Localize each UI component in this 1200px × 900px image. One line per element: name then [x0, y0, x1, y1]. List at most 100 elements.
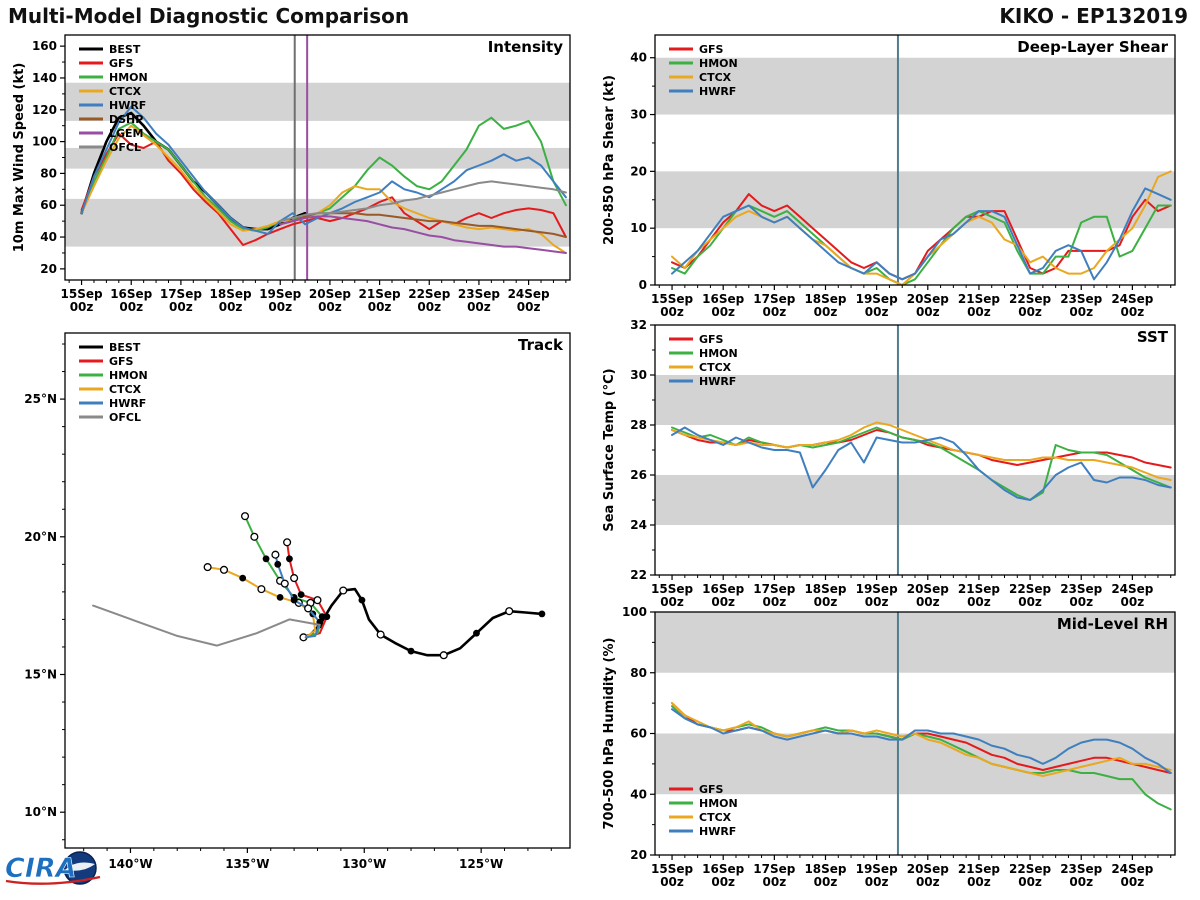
svg-text:16Sep: 16Sep [702, 292, 744, 306]
svg-text:22Sep: 22Sep [1009, 582, 1051, 596]
svg-text:SST: SST [1137, 328, 1169, 346]
series-hwrf [671, 187, 1172, 281]
svg-text:00z: 00z [219, 300, 243, 314]
series-gfs [671, 193, 1172, 281]
svg-text:18Sep: 18Sep [804, 292, 846, 306]
cira-logo: CIRA [4, 846, 104, 896]
svg-text:19Sep: 19Sep [856, 862, 898, 876]
svg-text:00z: 00z [1018, 875, 1042, 889]
svg-text:22Sep: 22Sep [1009, 862, 1051, 876]
svg-text:18Sep: 18Sep [210, 287, 252, 301]
svg-text:30: 30 [630, 368, 647, 382]
svg-text:HWRF: HWRF [699, 825, 736, 838]
svg-text:20: 20 [630, 848, 647, 862]
svg-text:00z: 00z [660, 595, 684, 609]
svg-text:00z: 00z [70, 300, 94, 314]
svg-text:HWRF: HWRF [109, 397, 146, 410]
svg-text:00z: 00z [660, 305, 684, 319]
svg-text:00z: 00z [865, 875, 889, 889]
svg-text:15Sep: 15Sep [61, 287, 103, 301]
svg-text:26: 26 [630, 468, 647, 482]
svg-text:HMON: HMON [699, 347, 738, 360]
svg-text:0: 0 [639, 278, 647, 292]
page-title: Multi-Model Diagnostic Comparison [8, 4, 410, 28]
svg-text:HMON: HMON [699, 57, 738, 70]
svg-text:130°W: 130°W [342, 857, 386, 871]
series-ctcx [671, 421, 1172, 481]
svg-text:23Sep: 23Sep [1060, 862, 1102, 876]
svg-text:00z: 00z [1069, 875, 1093, 889]
svg-text:23Sep: 23Sep [1060, 582, 1102, 596]
svg-text:16Sep: 16Sep [110, 287, 152, 301]
svg-text:00z: 00z [1121, 595, 1145, 609]
svg-text:00z: 00z [1018, 595, 1042, 609]
svg-text:80: 80 [630, 666, 647, 680]
svg-text:30: 30 [630, 108, 647, 122]
svg-text:17Sep: 17Sep [753, 862, 795, 876]
svg-text:00z: 00z [967, 595, 991, 609]
track-chart: 10°N 15°N 20°N 25°N 140°W 135°W 130°W 125°W Trac… [24, 332, 571, 871]
svg-text:10m Max Wind Speed (kt): 10m Max Wind Speed (kt) [12, 63, 27, 253]
series-ctcx [80, 124, 567, 254]
svg-text:00z: 00z [1069, 595, 1093, 609]
svg-text:40: 40 [40, 230, 57, 244]
svg-text:23Sep: 23Sep [1060, 292, 1102, 306]
svg-text:20Sep: 20Sep [309, 287, 351, 301]
svg-text:00z: 00z [763, 305, 787, 319]
svg-text:00z: 00z [1018, 305, 1042, 319]
svg-text:00z: 00z [763, 875, 787, 889]
svg-text:00z: 00z [417, 300, 441, 314]
svg-text:CTCX: CTCX [699, 811, 732, 824]
svg-text:100: 100 [32, 135, 57, 149]
svg-text:Mid-Level RH: Mid-Level RH [1057, 615, 1168, 633]
svg-text:HMON: HMON [109, 369, 148, 382]
svg-text:00z: 00z [814, 875, 838, 889]
svg-text:00z: 00z [865, 305, 889, 319]
svg-text:Track: Track [518, 336, 564, 354]
svg-text:00z: 00z [318, 300, 342, 314]
svg-text:24: 24 [630, 518, 647, 532]
svg-text:00z: 00z [368, 300, 392, 314]
svg-text:200-850 hPa Shear (kt): 200-850 hPa Shear (kt) [602, 75, 617, 245]
svg-text:17Sep: 17Sep [753, 292, 795, 306]
svg-text:135°W: 135°W [225, 857, 269, 871]
svg-text:15Sep: 15Sep [651, 292, 693, 306]
series-hmon [80, 116, 567, 232]
svg-text:DSHP: DSHP [109, 113, 143, 126]
svg-text:20: 20 [40, 262, 57, 276]
cira-logo-graphic: CIRA [5, 851, 101, 885]
cira-wordmark: CIRA [5, 853, 77, 884]
svg-text:00z: 00z [169, 300, 193, 314]
svg-text:00z: 00z [814, 305, 838, 319]
svg-text:21Sep: 21Sep [958, 292, 1000, 306]
svg-text:GFS: GFS [109, 355, 134, 368]
svg-text:17Sep: 17Sep [753, 582, 795, 596]
storm-title: KIKO - EP132019 [999, 4, 1188, 28]
svg-text:22: 22 [630, 568, 647, 582]
svg-text:17Sep: 17Sep [160, 287, 202, 301]
svg-text:21Sep: 21Sep [958, 862, 1000, 876]
svg-text:18Sep: 18Sep [804, 582, 846, 596]
svg-text:Sea Surface Temp (°C): Sea Surface Temp (°C) [602, 368, 617, 531]
svg-text:16Sep: 16Sep [702, 582, 744, 596]
svg-text:15Sep: 15Sep [651, 582, 693, 596]
cira-swoosh-icon [5, 875, 101, 885]
svg-text:40: 40 [630, 51, 647, 65]
svg-text:16Sep: 16Sep [702, 862, 744, 876]
svg-text:19Sep: 19Sep [856, 582, 898, 596]
svg-text:00z: 00z [916, 595, 940, 609]
svg-text:CTCX: CTCX [109, 85, 142, 98]
svg-text:19Sep: 19Sep [856, 292, 898, 306]
svg-text:22Sep: 22Sep [408, 287, 450, 301]
svg-text:20°N: 20°N [24, 530, 57, 544]
svg-text:20Sep: 20Sep [907, 862, 949, 876]
series-hwrf [671, 708, 1172, 774]
svg-text:20: 20 [630, 164, 647, 178]
svg-text:HWRF: HWRF [109, 99, 146, 112]
svg-text:21Sep: 21Sep [958, 582, 1000, 596]
svg-text:GFS: GFS [699, 43, 724, 56]
series-hwrf [274, 553, 321, 639]
svg-text:00z: 00z [865, 595, 889, 609]
svg-text:00z: 00z [268, 300, 292, 314]
